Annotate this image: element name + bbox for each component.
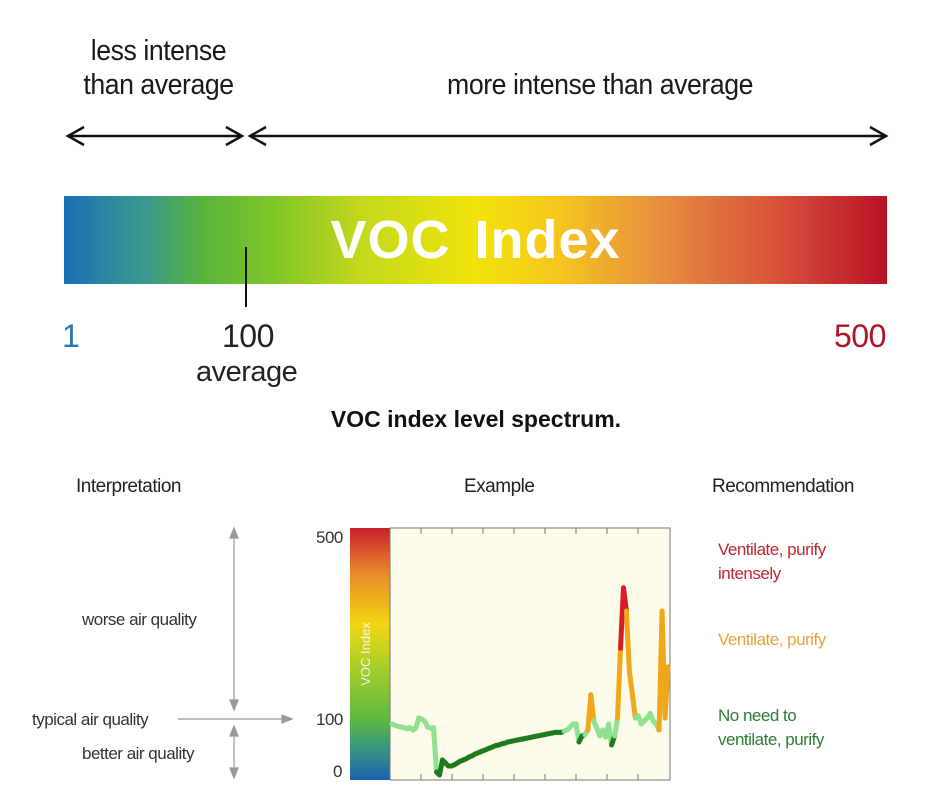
line-segment: [612, 715, 621, 739]
rec-green-line-1: No need to: [718, 706, 797, 725]
scale-label: VOC Index: [358, 622, 373, 686]
recommendation-red: Ventilate, purify intensely: [718, 538, 826, 586]
line-segment: [431, 725, 440, 775]
data-line: [389, 585, 671, 778]
line-segment: [629, 692, 638, 721]
interp-worse: worse air quality: [82, 610, 197, 629]
y-tick-500: 500: [316, 528, 343, 547]
less-intense-line-1: less intense: [90, 35, 227, 67]
rec-red-line-2: intensely: [718, 564, 781, 583]
x-ticks: [420, 528, 639, 780]
recommendation-orange: Ventilate, purify: [718, 630, 826, 649]
interp-better: better air quality: [82, 744, 194, 763]
less-intense-label: less intense than average: [73, 34, 243, 102]
line-segment: [662, 664, 671, 721]
tick-min: 1: [62, 318, 80, 354]
voc-index-color-scale: [350, 528, 390, 780]
line-segment: [626, 669, 635, 698]
less-intense-line-2: than average: [83, 69, 234, 101]
tick-mid-sublabel: average: [196, 356, 298, 388]
line-segment: [615, 645, 624, 721]
line-segment: [620, 585, 629, 614]
column-head-interpretation: Interpretation: [76, 476, 181, 497]
line-segment: [623, 608, 632, 674]
figure-caption: VOC index level spectrum.: [330, 406, 622, 432]
rec-green-line-2: ventilate, purify: [718, 730, 824, 749]
interp-typical: typical air quality: [32, 710, 149, 729]
intensity-arrows: [65, 125, 889, 147]
recommendation-green: No need to ventilate, purify: [718, 704, 824, 752]
interpretation-arrows: [178, 526, 294, 780]
column-head-example: Example: [464, 476, 535, 497]
line-segment: [588, 692, 597, 724]
y-tick-0: 0: [333, 762, 342, 781]
tick-max: 500: [834, 318, 886, 354]
average-tick-mark: [245, 247, 247, 307]
voc-spectrum-bar: [64, 196, 887, 284]
y-tick-100: 100: [316, 710, 343, 729]
more-intense-label: more intense than average: [447, 69, 753, 101]
tick-mid: 100: [222, 318, 274, 354]
bar-title: VOC Index: [330, 210, 621, 270]
column-head-recommendation: Recommendation: [712, 476, 854, 497]
example-chart: VOC Index: [350, 527, 671, 781]
rec-red-line-1: Ventilate, purify: [718, 540, 826, 559]
